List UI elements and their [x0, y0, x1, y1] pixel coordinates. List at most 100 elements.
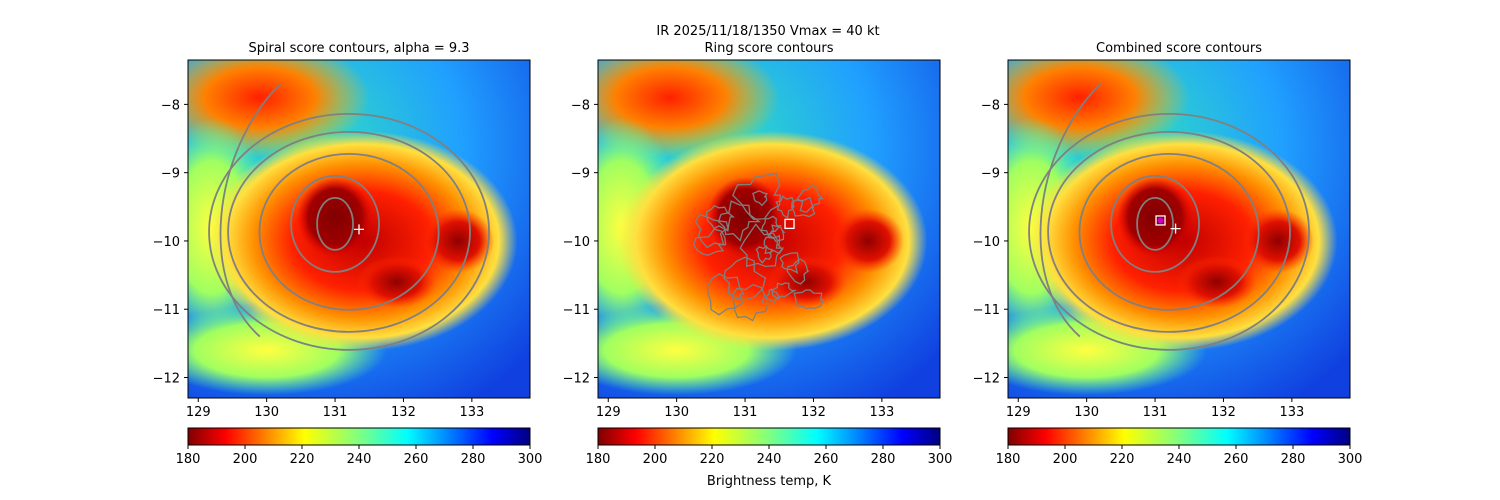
ring-contour [779, 252, 800, 274]
spiral-contour [1136, 196, 1174, 251]
ring-contour [705, 204, 736, 232]
center-dot-marker [1157, 217, 1164, 224]
ring-contour [760, 215, 783, 238]
y-tick-label: −8 [981, 98, 1000, 113]
x-tick-label: 129 [1006, 405, 1031, 420]
ir-core-west [297, 177, 374, 258]
ring-contour [717, 200, 762, 242]
colorbar-tick-label: 280 [461, 452, 486, 467]
y-tick-label: −10 [153, 235, 180, 250]
colorbar-tick-label: 260 [1224, 452, 1249, 467]
y-tick-label: −8 [161, 98, 180, 113]
ring-contour [786, 258, 810, 285]
center-square-marker [1155, 215, 1166, 226]
x-tick-label: 131 [733, 405, 758, 420]
y-tick-label: −12 [973, 372, 1000, 387]
panel-2: Ring score contours 129 130 131 132 133 −8 −9 −1… [563, 41, 953, 467]
spiral-contour [1028, 112, 1310, 351]
y-tick-label: −11 [153, 303, 180, 318]
spiral-contour [1110, 174, 1200, 273]
ring-contour [791, 196, 816, 218]
y-tick-label: −11 [973, 303, 1000, 318]
ir-core-south [1176, 255, 1257, 308]
colorbar-tick-label: 240 [757, 452, 782, 467]
panel-title: Combined score contours [1096, 41, 1262, 56]
ir-core-east [832, 208, 905, 273]
ir-core-east [422, 208, 495, 273]
colorbar-tick-label: 180 [586, 452, 611, 467]
colorbar-tick-label: 200 [233, 452, 258, 467]
ir-core-south [766, 255, 847, 308]
colorbar-tick-label: 200 [1053, 452, 1078, 467]
spiral-contour [258, 152, 440, 311]
ring-contour [793, 289, 825, 310]
ring-contour [763, 234, 784, 255]
ring-contour [752, 190, 768, 207]
ring-contour [692, 228, 727, 256]
colorbar-tick-label: 260 [404, 452, 429, 467]
panel-title: Spiral score contours, alpha = 9.3 [248, 41, 469, 56]
y-tick-label: −12 [153, 372, 180, 387]
ring-contour [770, 282, 797, 299]
colorbar-tick-label: 200 [643, 452, 668, 467]
spiral-contour [208, 112, 490, 351]
colorbar-tick-label: 220 [290, 452, 315, 467]
center-plus-marker [1170, 223, 1181, 234]
x-tick-label: 132 [391, 405, 416, 420]
colorbar-tick-label: 260 [814, 452, 839, 467]
colorbar [597, 427, 941, 446]
center-square-marker [784, 218, 795, 230]
y-tick-label: −10 [973, 235, 1000, 250]
y-tick-label: −9 [571, 167, 590, 182]
ring-contour [765, 288, 781, 304]
colorbar-tick-label: 300 [928, 452, 953, 467]
colorbar-tick-label: 220 [1110, 452, 1135, 467]
x-tick-label: 131 [323, 405, 348, 420]
x-tick-label: 130 [1074, 405, 1099, 420]
x-tick-label: 133 [1279, 405, 1304, 420]
panel-title: Ring score contours [704, 41, 833, 56]
ring-contour [723, 256, 767, 301]
spiral-contour [316, 196, 354, 251]
colorbar [187, 427, 531, 446]
score-contours [208, 83, 490, 351]
ring-contour [796, 184, 825, 213]
colorbar-label: Brightness temp, K [707, 474, 832, 489]
spiral-arc [1039, 83, 1101, 338]
y-tick-label: −9 [981, 167, 1000, 182]
y-tick-label: −10 [563, 235, 590, 250]
colorbar-tick-label: 280 [871, 452, 896, 467]
colorbar-tick-label: 280 [1281, 452, 1306, 467]
colorbar [1007, 427, 1351, 446]
x-tick-label: 130 [664, 405, 689, 420]
axes-frame [597, 59, 941, 399]
y-tick-label: −12 [563, 372, 590, 387]
ir-core-south [356, 255, 437, 308]
ring-contour [775, 195, 796, 219]
x-tick-label: 133 [869, 405, 894, 420]
y-tick-label: −9 [161, 167, 180, 182]
colorbar-tick-label: 300 [1338, 452, 1363, 467]
axes-frame [1007, 59, 1351, 399]
ring-contour [732, 172, 782, 220]
ir-core-east [1242, 208, 1315, 273]
ring-contour [731, 283, 770, 322]
score-contours [1028, 83, 1310, 351]
spiral-contour [1078, 152, 1260, 311]
y-tick-label: −8 [571, 98, 590, 113]
axes-frame [187, 59, 531, 399]
ring-contour [694, 213, 729, 249]
ring-contour [706, 273, 745, 316]
figure-suptitle: IR 2025/11/18/1350 Vmax = 40 kt [656, 24, 879, 39]
colorbar-tick-label: 240 [347, 452, 372, 467]
x-tick-label: 130 [254, 405, 279, 420]
spiral-contour [227, 130, 471, 333]
y-tick-label: −11 [563, 303, 590, 318]
ring-contour [739, 223, 785, 268]
colorbar-tick-label: 180 [176, 452, 201, 467]
colorbar-tick-label: 240 [1167, 452, 1192, 467]
spiral-contour [1047, 130, 1291, 333]
spiral-arc [219, 83, 281, 338]
spiral-contour [290, 174, 380, 273]
